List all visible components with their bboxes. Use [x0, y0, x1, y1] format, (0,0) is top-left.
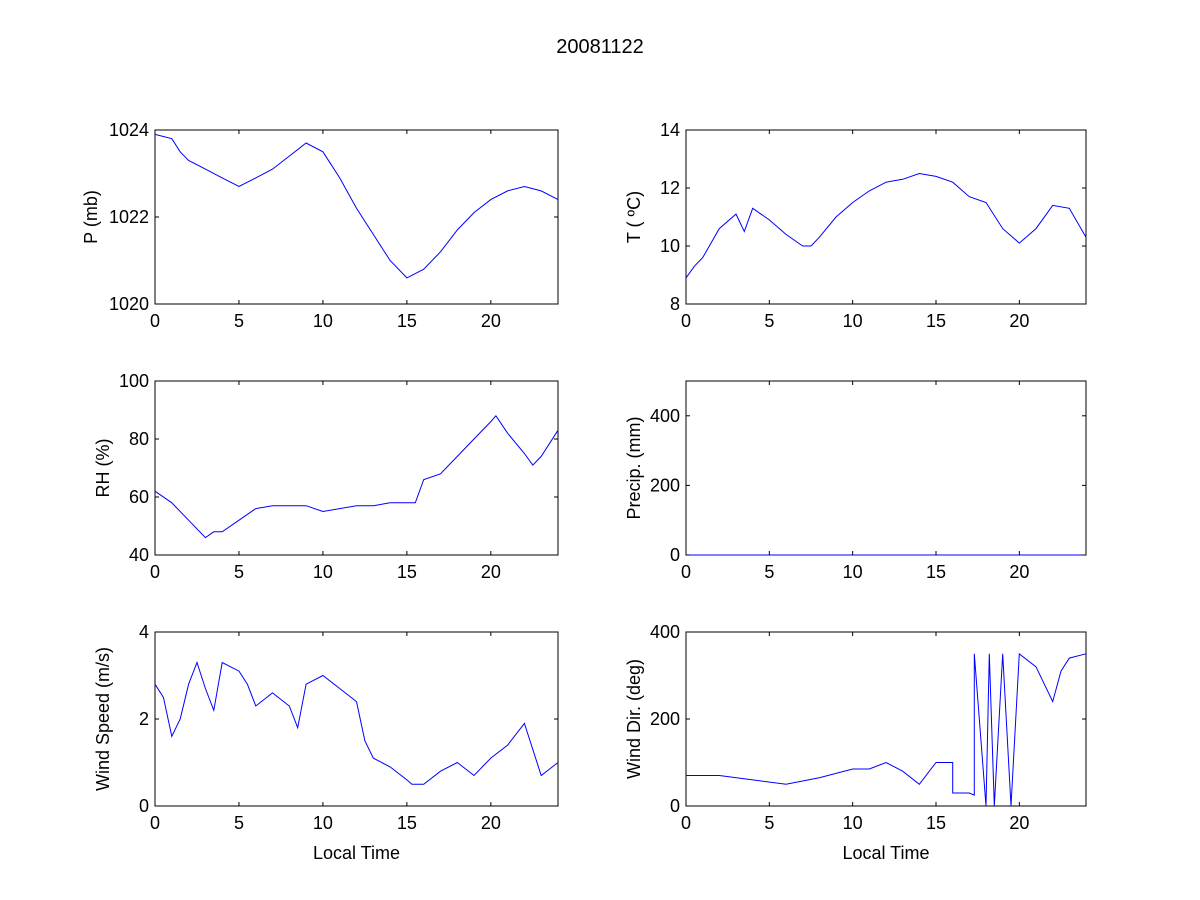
y-tick-label: 400 — [650, 406, 680, 426]
axes-box — [685, 129, 1087, 305]
x-tick-label: 0 — [150, 813, 160, 833]
y-axis-label: RH (%) — [93, 439, 113, 498]
data-series-line — [154, 414, 559, 539]
y-tick-label: 4 — [139, 622, 149, 642]
axes-box — [685, 380, 1087, 556]
y-axis-label: Wind Dir. (deg) — [624, 659, 644, 779]
axes-box — [154, 631, 559, 807]
y-tick-label: 40 — [129, 545, 149, 565]
x-tick-label: 0 — [150, 562, 160, 582]
x-tick-label: 10 — [313, 562, 333, 582]
axes-box — [154, 380, 559, 556]
x-tick-label: 0 — [681, 562, 691, 582]
x-tick-label: 0 — [150, 311, 160, 331]
axes-box — [154, 129, 559, 305]
y-tick-label: 0 — [139, 796, 149, 816]
axes-box — [685, 631, 1087, 807]
y-tick-label: 80 — [129, 429, 149, 449]
x-tick-label: 5 — [764, 562, 774, 582]
y-axis-label: Wind Speed (m/s) — [93, 647, 113, 791]
x-tick-label: 15 — [926, 562, 946, 582]
y-axis-label: T ( ºC) — [624, 191, 644, 243]
x-tick-label: 20 — [1009, 562, 1029, 582]
x-tick-label: 5 — [764, 813, 774, 833]
x-tick-label: 5 — [234, 562, 244, 582]
data-series-line — [154, 661, 559, 785]
x-tick-label: 15 — [397, 562, 417, 582]
x-tick-label: 5 — [234, 813, 244, 833]
y-tick-label: 14 — [660, 120, 680, 140]
y-tick-label: 200 — [650, 475, 680, 495]
x-tick-label: 20 — [481, 562, 501, 582]
x-axis-label: Local Time — [313, 843, 400, 863]
y-tick-label: 0 — [670, 545, 680, 565]
data-series-line — [154, 133, 559, 279]
x-tick-label: 10 — [313, 813, 333, 833]
y-tick-label: 400 — [650, 622, 680, 642]
x-tick-label: 20 — [1009, 813, 1029, 833]
subplot-3: 0 5 10 15 20 40 60 80 100 RH (%) — [93, 371, 559, 582]
x-tick-label: 20 — [1009, 311, 1029, 331]
y-tick-label: 10 — [660, 236, 680, 256]
y-axis-label: P (mb) — [81, 190, 101, 244]
x-tick-label: 10 — [313, 311, 333, 331]
subplot-5: 0 5 10 15 20 0 2 4 Wind Speed (m/s) Local Time — [93, 622, 559, 863]
y-tick-label: 1024 — [109, 120, 149, 140]
x-tick-label: 10 — [843, 562, 863, 582]
x-tick-label: 15 — [397, 813, 417, 833]
x-axis-label: Local Time — [842, 843, 929, 863]
x-tick-label: 20 — [481, 813, 501, 833]
x-tick-label: 15 — [926, 311, 946, 331]
x-tick-label: 0 — [681, 311, 691, 331]
x-tick-label: 0 — [681, 813, 691, 833]
data-series-line — [685, 172, 1087, 279]
x-tick-label: 10 — [843, 813, 863, 833]
y-tick-label: 1020 — [109, 294, 149, 314]
x-tick-label: 5 — [764, 311, 774, 331]
y-tick-label: 200 — [650, 709, 680, 729]
y-tick-label: 1022 — [109, 207, 149, 227]
x-tick-label: 10 — [843, 311, 863, 331]
y-tick-label: 2 — [139, 709, 149, 729]
x-tick-label: 15 — [397, 311, 417, 331]
subplot-1: 0 5 10 15 20 1020 1022 1024 P (mb) — [81, 120, 559, 331]
y-tick-label: 0 — [670, 796, 680, 816]
y-tick-label: 8 — [670, 294, 680, 314]
y-tick-label: 12 — [660, 178, 680, 198]
x-tick-label: 5 — [234, 311, 244, 331]
x-tick-label: 20 — [481, 311, 501, 331]
data-series-line — [686, 652, 1087, 807]
figure-title: 20081122 — [556, 36, 644, 58]
y-axis-label: Precip. (mm) — [624, 417, 644, 520]
subplot-2: 0 5 10 15 20 8 10 12 14 T ( ºC) — [624, 120, 1087, 331]
y-tick-label: 100 — [119, 371, 149, 391]
x-tick-label: 15 — [926, 813, 946, 833]
y-tick-label: 60 — [129, 487, 149, 507]
